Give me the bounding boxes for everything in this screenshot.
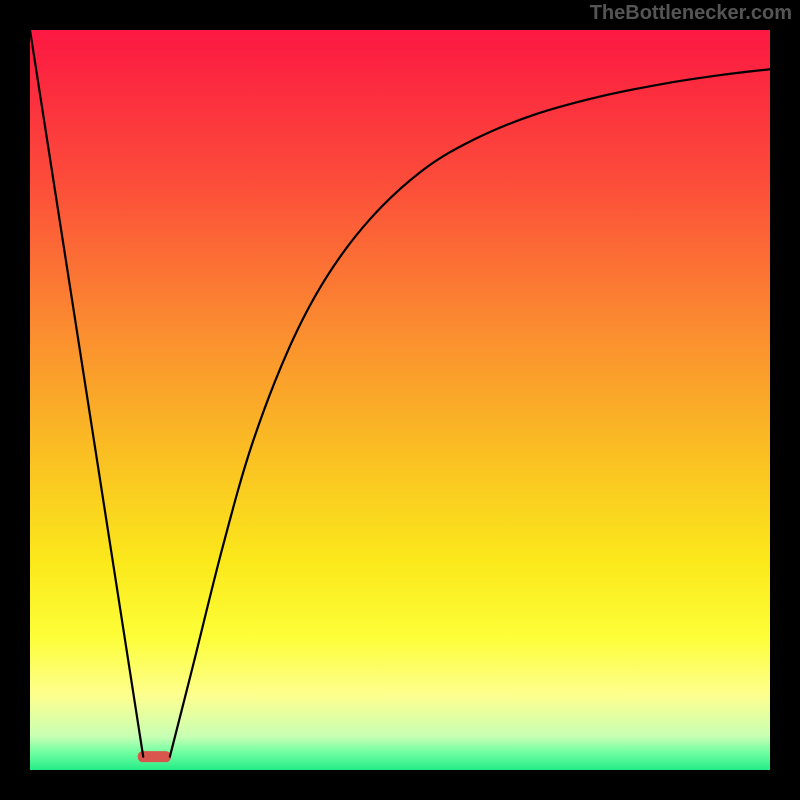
chart-container: { "watermark": { "text": "TheBottlenecke… (0, 0, 800, 800)
bottleneck-chart (0, 0, 800, 800)
plot-area (30, 30, 770, 770)
watermark-text: TheBottlenecker.com (590, 2, 792, 25)
